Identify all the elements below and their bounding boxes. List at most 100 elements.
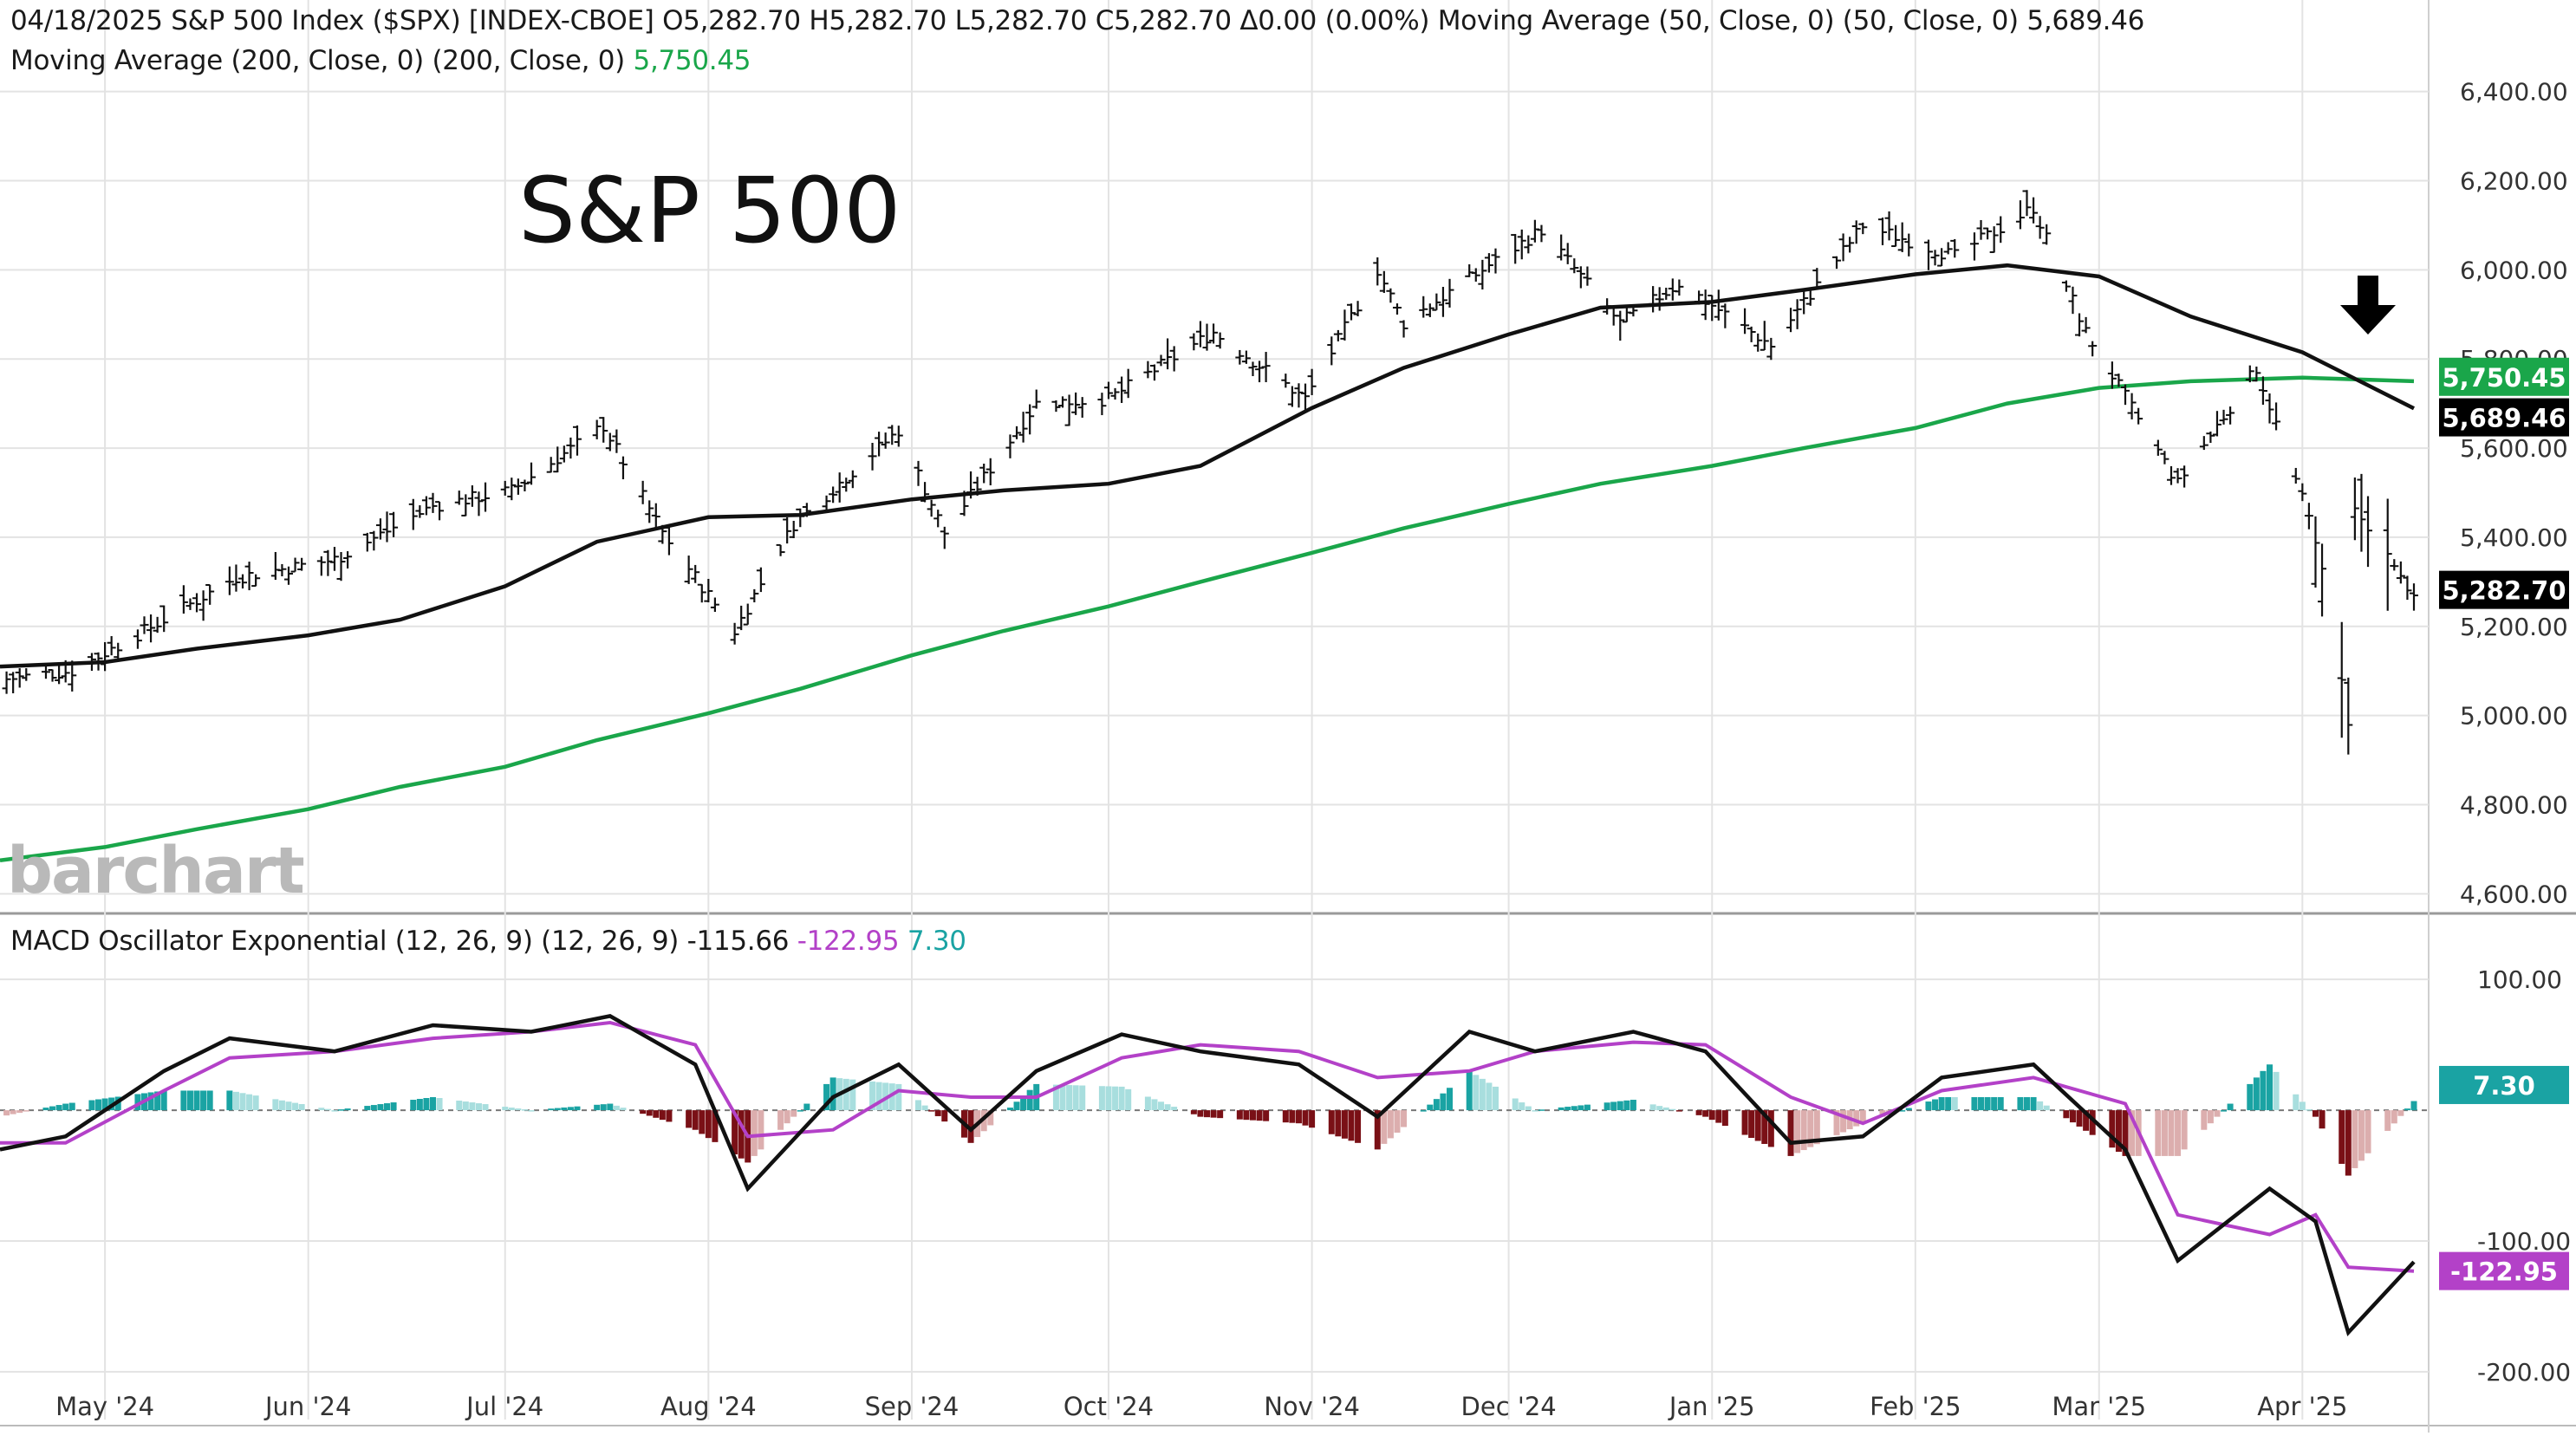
tag-signal-box <box>2439 1251 2569 1290</box>
tag-hist-box <box>2439 1065 2569 1104</box>
macd-histogram-bar <box>160 1090 167 1111</box>
macd-histogram-bar <box>1466 1070 1473 1111</box>
macd-histogram-bar <box>318 1108 325 1111</box>
macd-histogram-bar <box>758 1110 764 1150</box>
macd-histogram-bar <box>1748 1110 1755 1139</box>
macd-histogram-bar <box>1925 1101 1932 1111</box>
macd-histogram-bar <box>888 1083 895 1111</box>
macd-histogram-bar <box>600 1104 607 1111</box>
x-tick-1: Jun '24 <box>263 1392 351 1421</box>
macd-histogram-bar <box>2063 1110 2070 1119</box>
macd-histogram-bar <box>2089 1110 2096 1135</box>
macd-histogram-bar <box>2168 1110 2175 1156</box>
macd-histogram-bar <box>2397 1110 2404 1116</box>
macd-histogram-bar <box>1263 1110 1270 1121</box>
macd-histogram-bar <box>2345 1110 2352 1176</box>
macd-histogram-bar <box>1433 1099 1440 1111</box>
price-y-tick-1: 6,200.00 <box>2460 166 2568 195</box>
tag-ma200-box <box>2439 357 2569 396</box>
macd-histogram-bar <box>1249 1110 1256 1121</box>
macd-histogram-bar <box>1059 1084 1066 1111</box>
macd-histogram-bar <box>521 1109 528 1111</box>
macd-histogram-bar <box>842 1078 849 1111</box>
price-bars <box>2 190 2418 755</box>
macd-histogram-bar <box>1675 1110 1682 1112</box>
macd-histogram-bar <box>1013 1101 1020 1111</box>
macd-histogram-bar <box>1210 1110 1217 1118</box>
header-line-2: Moving Average (200, Close, 0) (200, Clo… <box>10 45 751 76</box>
macd-histogram-bar <box>68 1102 75 1111</box>
macd-histogram-bar <box>2306 1109 2313 1111</box>
macd-histogram-bar <box>1098 1086 1105 1111</box>
macd-histogram-bar <box>1951 1097 1958 1111</box>
macd-histogram-bar <box>1105 1086 1112 1111</box>
macd-histogram-bar <box>2122 1110 2129 1156</box>
macd-histogram-bar <box>1374 1110 1381 1150</box>
x-tick-0: May '24 <box>55 1392 154 1421</box>
macd-histogram-bar <box>1236 1110 1243 1120</box>
macd-histogram-bar <box>186 1090 193 1111</box>
macd-histogram-bar <box>2299 1101 2306 1111</box>
macd-histogram-bar <box>1715 1110 1722 1123</box>
macd-histogram-bar <box>659 1110 666 1121</box>
macd-histogram-bar <box>1381 1110 1388 1144</box>
macd-histogram-bar <box>1971 1097 1978 1111</box>
macd-histogram-bar <box>1807 1110 1814 1147</box>
macd-histogram-bar <box>469 1102 476 1111</box>
macd-histogram-bar <box>528 1110 535 1112</box>
macd-histogram-bar <box>2352 1110 2358 1168</box>
macd-histogram-bar <box>436 1098 443 1111</box>
macd-histogram-bar <box>574 1106 581 1111</box>
macd-histogram-bar <box>508 1108 515 1111</box>
macd-histogram-bar <box>1420 1110 1427 1112</box>
price-y-tick-6: 5,200.00 <box>2460 613 2568 641</box>
macd-histogram-bar <box>344 1108 351 1111</box>
macd-histogram-bar <box>1355 1110 1362 1143</box>
macd-histogram-bar <box>1853 1110 1860 1127</box>
macd-histogram-bar <box>10 1110 16 1114</box>
macd-histogram-bar <box>1479 1078 1486 1111</box>
macd-histogram-bar <box>2358 1110 2365 1161</box>
macd-histogram-bar <box>2155 1110 2162 1156</box>
macd-histogram-bar <box>1558 1107 1564 1111</box>
macd-histogram-bar <box>797 1110 803 1112</box>
macd-header-value: -115.66 <box>686 926 790 957</box>
macd-histogram-bar <box>1512 1098 1519 1111</box>
macd-histogram-bar <box>1158 1101 1165 1111</box>
price-y-tick-4: 5,600.00 <box>2460 434 2568 463</box>
macd-histogram-bar <box>1978 1097 1985 1111</box>
price-y-tick-0: 6,400.00 <box>2460 78 2568 107</box>
macd-histogram-bar <box>934 1110 941 1116</box>
macd-histogram-bar <box>875 1082 882 1111</box>
macd-histogram-bar <box>732 1110 738 1155</box>
macd-histogram-bar <box>613 1105 620 1111</box>
header-ma50-value: 5,689.46 <box>2026 5 2145 36</box>
macd-histogram-bar <box>2017 1097 2024 1111</box>
macd-histogram-bar <box>1603 1102 1610 1111</box>
macd-histogram-bar <box>1754 1110 1761 1141</box>
macd-histogram-bar <box>2253 1077 2260 1111</box>
macd-histogram-bar <box>2221 1110 2228 1112</box>
macd-histogram-bar <box>1295 1110 1302 1124</box>
macd-histogram-bar <box>1243 1110 1250 1121</box>
macd-histogram-bar <box>738 1110 745 1159</box>
macd-histogram-bar <box>62 1103 69 1111</box>
macd-histogram-bar <box>1394 1110 1401 1133</box>
ma200-line <box>0 375 2415 863</box>
macd-line <box>0 1014 2416 1337</box>
x-tick-5: Oct '24 <box>1064 1392 1154 1421</box>
macd-histogram-bar <box>777 1110 784 1130</box>
macd-histogram-bar <box>646 1110 653 1116</box>
macd-histogram-bar <box>2384 1110 2391 1131</box>
macd-histogram-bar <box>2043 1105 2050 1111</box>
macd-histogram-bar <box>928 1110 935 1112</box>
macd-histogram-bar <box>1302 1110 1309 1126</box>
macd-histogram-bar <box>1833 1110 1840 1135</box>
macd-histogram-bar <box>2037 1101 2044 1111</box>
macd-histogram-bar <box>1020 1095 1027 1111</box>
macd-signal-value: -122.95 <box>797 926 900 957</box>
macd-histogram-bar <box>1525 1106 1532 1111</box>
macd-histogram-bar <box>1125 1088 1132 1111</box>
x-tick-7: Dec '24 <box>1461 1392 1557 1421</box>
